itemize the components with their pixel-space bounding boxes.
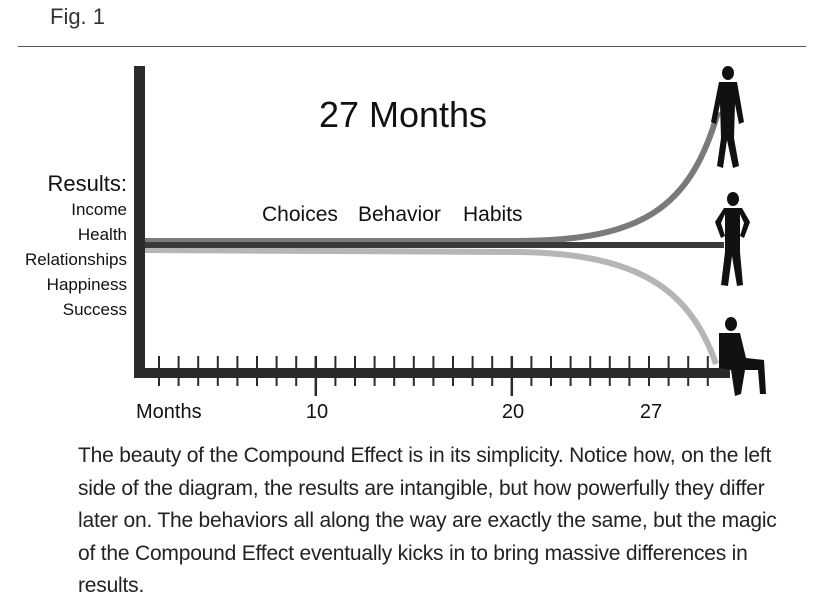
results-item: Happiness	[47, 275, 127, 294]
results-item: Relationships	[25, 250, 127, 269]
x-axis	[134, 368, 730, 378]
tick-label-27: 27	[640, 401, 662, 423]
tick-label-20: 20	[502, 401, 524, 423]
compound-effect-diagram: 27 Months Results: Income Health Relatio…	[25, 66, 766, 423]
lower-curve	[144, 247, 719, 365]
diagram-title: 27 Months	[319, 94, 487, 135]
header-rule	[18, 46, 806, 47]
seated-man-icon	[719, 317, 766, 396]
x-axis-label: Months	[136, 401, 202, 423]
results-heading: Results:	[48, 171, 127, 196]
phrase-habits: Habits	[463, 203, 523, 226]
upper-curve	[145, 111, 721, 244]
phrase-choices: Choices	[262, 203, 338, 226]
results-item: Health	[78, 225, 127, 244]
figure-label: Fig. 1	[50, 4, 106, 29]
hands-on-hips-man-icon	[715, 192, 750, 286]
phrase-behavior: Behavior	[358, 203, 441, 226]
caption-paragraph: The beauty of the Compound Effect is in …	[78, 444, 777, 597]
results-item: Income	[71, 200, 127, 219]
x-axis-ticks	[158, 356, 709, 396]
tick-label-10: 10	[306, 401, 328, 423]
standing-man-icon	[711, 66, 744, 168]
results-item: Success	[63, 300, 127, 319]
y-axis	[134, 66, 145, 378]
